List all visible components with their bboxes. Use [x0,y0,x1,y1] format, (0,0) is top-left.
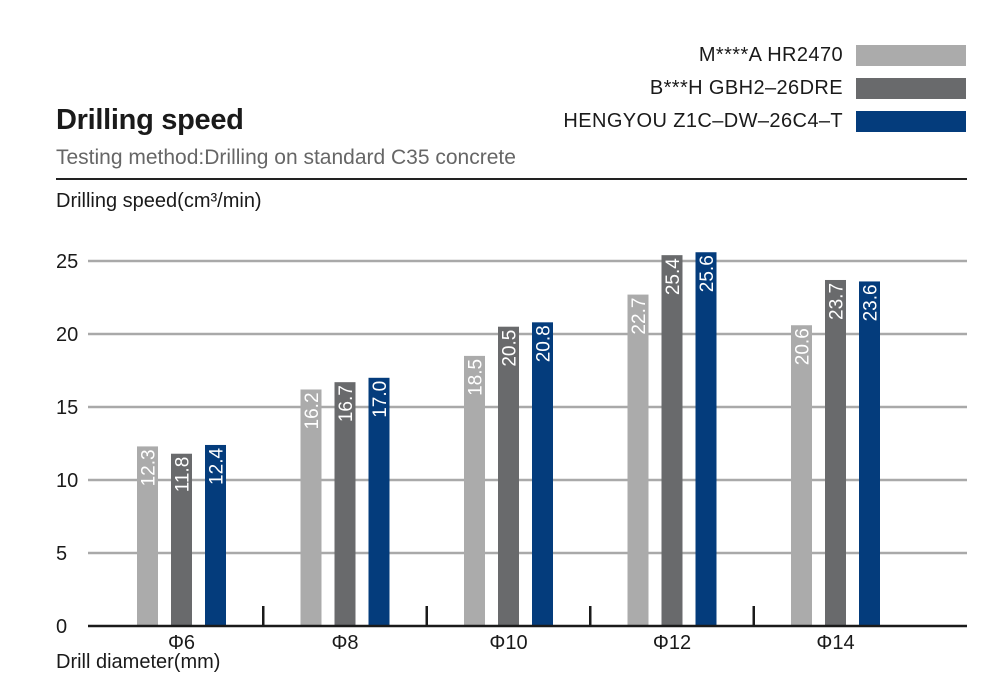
bar-value-label: 20.6 [793,328,814,365]
bar [300,389,322,626]
legend-item-hr2470: M****A HR2470 [699,44,966,66]
y-tick-label: 25 [56,251,78,273]
bar-value-label: 16.7 [336,385,357,422]
bar [498,326,519,626]
y-tick-label: 20 [56,324,78,346]
bar-value-label: 17.0 [370,381,391,418]
header-divider [56,178,967,180]
bar [825,279,846,626]
legend-item-hengyou: HENGYOU Z1C–DW–26C4–T [563,110,966,132]
bar-value-label: 12.4 [207,448,228,485]
bar [627,294,649,626]
bar [464,355,485,626]
bar [205,444,226,626]
legend-swatch [856,77,966,99]
legend-label: B***H GBH2–26DRE [649,76,843,99]
chart-title: Drilling speed [56,104,244,136]
bar [334,382,356,626]
bar [661,255,683,626]
bar-value-label: 23.6 [861,284,882,321]
x-tick-label: Φ10 [489,632,527,654]
bar [695,252,717,627]
bar-value-label: 22.7 [629,298,650,335]
y-axis-label: Drilling speed(cm³/min) [56,190,262,212]
bar-value-label: 16.2 [302,392,323,429]
bar [137,446,158,626]
legend-item-gbh2: B***H GBH2–26DRE [650,77,966,99]
legend-swatch [856,110,966,132]
y-tick-label: 15 [56,397,78,419]
legend: M****A HR2470 B***H GBH2–26DRE HENGYOU Z… [563,44,966,132]
x-axis-label: Drill diameter(mm) [56,651,220,673]
x-tick-label: Φ12 [653,632,691,654]
bar-value-label: 12.3 [139,449,160,486]
y-tick-label: 0 [56,616,67,638]
bar [532,322,553,626]
legend-label: HENGYOU Z1C–DW–26C4–T [563,109,843,132]
bar-value-label: 18.5 [466,359,487,396]
bar-value-label: 25.6 [697,255,718,292]
x-tick-label: Φ6 [168,632,195,654]
x-tick-label: Φ14 [816,632,854,654]
bar-value-label: 23.7 [827,283,848,320]
bar-value-label: 11.8 [173,457,194,493]
bar [859,281,880,626]
x-tick-label: Φ8 [331,632,358,654]
y-tick-label: 10 [56,470,78,492]
chart-subtitle: Testing method:Drilling on standard C35 … [56,146,516,169]
bar-value-label: 20.8 [534,325,555,362]
bar [171,453,192,626]
y-tick-label: 5 [56,543,67,565]
bar-value-label: 20.5 [500,330,521,367]
bar-value-label: 25.4 [663,258,684,295]
legend-label: M****A HR2470 [698,43,843,66]
bar [791,325,812,626]
bar [368,377,390,626]
legend-swatch [856,44,966,66]
